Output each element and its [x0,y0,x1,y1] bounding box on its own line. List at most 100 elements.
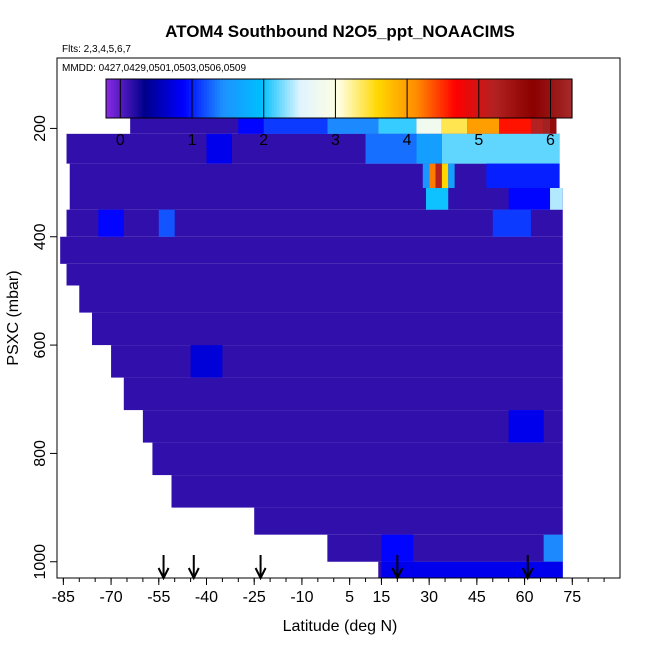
colorbar-segment [344,79,348,118]
colorbar-tick-label: 0 [116,132,125,149]
colorbar-segment [310,79,314,118]
colorbar-segment [243,79,247,118]
colorbar-segment [323,79,327,118]
colorbar-segment [292,79,296,118]
colorbar-segment [201,79,205,118]
colorbar-segment [556,79,560,118]
colorbar-segment [432,79,436,118]
colorbar-segment [561,79,565,118]
colorbar-segment [284,79,288,118]
colorbar-segment [225,79,229,118]
colorbar-tick-label: 6 [546,132,555,149]
colorbar-segment [276,79,281,118]
colorbar-segment [354,79,358,118]
colorbar-segment [559,79,563,118]
heatmap-band [69,188,563,210]
colorbar-segment [489,79,493,118]
colorbar-segment [137,79,141,118]
colorbar-segment [188,79,193,118]
colorbar-segment [106,79,110,118]
x-tick-label: -85 [52,589,75,606]
colorbar-segment [465,79,470,118]
colorbar-segment [471,79,475,118]
colorbar-segment [504,79,508,118]
heatmap-cell [435,163,442,188]
heatmap-cell [422,163,430,188]
heatmap-cell [190,345,223,378]
colorbar-segment [357,79,361,118]
x-tick-label: 75 [563,589,581,606]
y-tick-label: 800 [32,440,49,467]
colorbar-segment [525,79,529,118]
colorbar-segment [367,79,371,118]
colorbar-segment [473,79,477,118]
heatmap-cell [425,188,449,210]
colorbar-segment [569,79,573,118]
colorbar-segment [294,79,299,118]
colorbar-segment [543,79,547,118]
colorbar-segment [227,79,231,118]
colorbar-segment [121,79,125,118]
heatmap-cell [543,534,563,562]
colorbar-segment [419,79,423,118]
colorbar-segment [411,79,415,118]
colorbar-segment [359,79,363,118]
colorbar-segment [515,79,519,118]
dates-label: MMDD: 0427,0429,0501,0503,0506,0509 [62,63,246,74]
colorbar-segment [517,79,521,118]
colorbar-segment [263,79,268,118]
colorbar-segment [274,79,278,118]
colorbar-segment [463,79,467,118]
colorbar-segment [566,79,571,118]
colorbar-segment [307,79,312,118]
heatmap-band [69,163,560,188]
colorbar-segment [468,79,472,118]
colorbar-segment [553,79,558,118]
plot-frame [56,57,621,579]
colorbar-segment [266,79,270,118]
y-axis-label: PSXC (mbar) [5,270,22,365]
colorbar-segment [458,79,462,118]
colorbar-segment [113,79,117,118]
colorbar-segment [351,79,356,118]
colorbar-segment [232,79,237,118]
colorbar-segment [150,79,154,118]
colorbar-tick-label: 3 [331,132,340,149]
heatmap-band [327,534,563,562]
colorbar-segment [248,79,252,118]
colorbar-segment [527,79,532,118]
colorbar-segment [142,79,146,118]
colorbar-segment [300,79,304,118]
colorbar-segment [395,79,400,118]
colorbar-segment [398,79,402,118]
colorbar-segment [155,79,159,118]
colorbar-segment [406,79,410,118]
colorbar-segment [491,79,495,118]
colorbar-segment [380,79,384,118]
colorbar-segment [256,79,260,118]
colorbar-segment [108,79,112,118]
y-tick-label: 400 [32,223,49,250]
colorbar-tick-label: 2 [259,132,268,149]
x-tick-label: 5 [345,589,354,606]
colorbar-segment [328,79,332,118]
colorbar-segment [481,79,485,118]
x-axis-label: Latitude (deg N) [283,618,398,635]
colorbar-segment [191,79,195,118]
colorbar-segment [388,79,392,118]
colorbar-segment [414,79,418,118]
colorbar-segment [452,79,457,118]
heatmap-cell [543,112,551,134]
colorbar-segment [375,79,379,118]
colorbar-segment [144,79,149,118]
heatmap-cell [508,188,551,210]
chart-title: ATOM4 Southbound N2O5_ppt_NOAACIMS [165,22,515,41]
colorbar-segment [147,79,151,118]
colorbar-segment [331,79,335,118]
heatmap-cell [492,209,531,237]
colorbar-segment [194,79,198,118]
y-tick-label: 200 [32,115,49,142]
colorbar-segment [383,79,387,118]
colorbar-segment [178,79,182,118]
colorbar-frame [105,78,573,119]
